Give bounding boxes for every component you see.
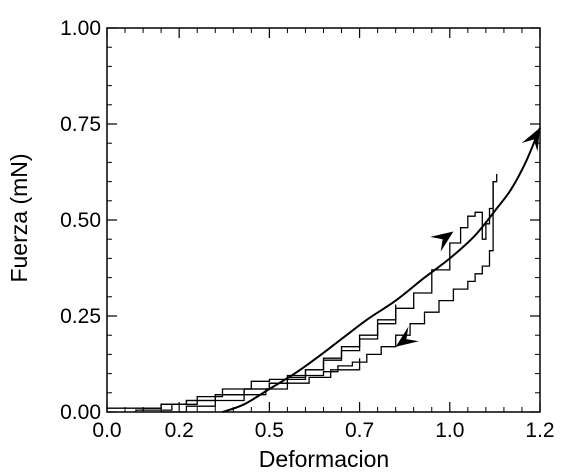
x-tick-label: 1.2 bbox=[525, 419, 554, 442]
plot-area bbox=[106, 27, 541, 413]
series-line-5 bbox=[161, 358, 361, 413]
y-tick-label: 0.75 bbox=[60, 113, 101, 136]
y-tick-label: 0.25 bbox=[60, 305, 101, 328]
y-tick-label: 0.50 bbox=[60, 209, 101, 232]
x-tick-label: 0.5 bbox=[255, 419, 284, 442]
y-axis-title: Fuerza (mN) bbox=[6, 153, 32, 282]
direction-arrow bbox=[521, 127, 540, 152]
series-line-2 bbox=[107, 173, 498, 409]
y-tick-label: 1.00 bbox=[60, 17, 101, 40]
direction-arrow bbox=[430, 231, 454, 252]
y-tick-label: 0.00 bbox=[60, 401, 101, 424]
axis-ticks bbox=[106, 27, 541, 413]
series-line-1 bbox=[222, 127, 541, 413]
tick-labels: 0.00 0.25 0.50 0.75 1.00 0.0 0.2 0.5 0.7 1.0 1.2 bbox=[60, 17, 554, 442]
x-tick-label: 0.7 bbox=[345, 419, 374, 442]
x-axis-title: Deformacion bbox=[259, 446, 389, 472]
series-line-4 bbox=[143, 304, 397, 411]
direction-arrow bbox=[395, 326, 419, 347]
x-tick-label: 0.0 bbox=[92, 419, 121, 442]
x-tick-label: 1.0 bbox=[435, 419, 464, 442]
x-tick-label: 0.2 bbox=[165, 419, 194, 442]
plot-frame bbox=[106, 27, 541, 413]
